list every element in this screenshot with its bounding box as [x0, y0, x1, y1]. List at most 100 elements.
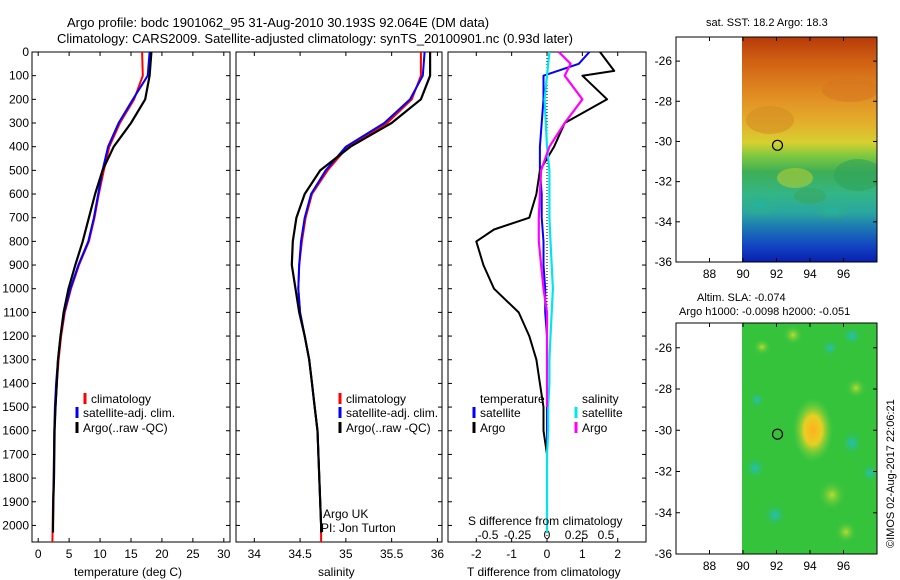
x-tick-label: 0: [35, 547, 42, 561]
depth-tick-label: 700: [9, 211, 29, 225]
depth-tick-label: 1800: [2, 471, 29, 485]
x-tick-label: 30: [217, 547, 231, 561]
depth-tick-label: 500: [9, 163, 29, 177]
depth-tick-label: 100: [9, 69, 29, 83]
x-tick-label: 25: [186, 547, 200, 561]
argo-position-marker: [771, 139, 784, 151]
x-tick-label: -2: [471, 547, 482, 561]
lat-tick-label: -30: [655, 134, 673, 148]
sst-field: [742, 37, 877, 262]
x-tick-label: 0: [544, 547, 551, 561]
lon-tick-label: 90: [736, 559, 750, 573]
legend-salinity-heading: salinity: [582, 392, 619, 406]
lon-tick-label: 92: [770, 559, 784, 573]
depth-tick-label: 200: [9, 92, 29, 106]
lat-tick-label: -28: [655, 382, 673, 396]
salinity-axes-frame: [235, 51, 443, 543]
x-tick-label: 34.5: [288, 547, 312, 561]
depth-tick-label: 1200: [2, 329, 29, 343]
lon-tick-label: 94: [803, 559, 817, 573]
depth-tick-label: 2000: [2, 518, 29, 532]
depth-tick-label: 800: [9, 234, 29, 248]
lon-tick-label: 90: [736, 267, 750, 281]
sla-map-ticks: -26 -28 -30 -32 -34 -36 88 90 92 94 96: [655, 323, 877, 573]
lat-tick-label: -28: [655, 94, 673, 108]
lat-tick-label: -32: [655, 175, 673, 189]
salinity-legend: climatology satellite-adj. clim. Argo(..…: [338, 392, 438, 435]
series-argo-raw-qc: [290, 52, 432, 533]
lon-tick-label: 94: [803, 267, 817, 281]
s-tick-label: 0.25: [565, 528, 589, 542]
series-climatology: [297, 52, 422, 542]
s-difference-axis: -0.5 -0.25 0 0.25 0.5: [478, 528, 615, 542]
lon-tick-label: 88: [703, 559, 717, 573]
s-tick-label: -0.25: [504, 528, 532, 542]
temperature-panel: 0100200300400500600700800900100011001200…: [2, 45, 231, 579]
t-difference-axis-label: T difference from climatology: [467, 565, 621, 579]
legend-s-satellite-label: satellite: [582, 406, 623, 420]
salinity-depth-ticks: [236, 51, 442, 526]
depth-tick-label: 0: [22, 45, 29, 59]
s-difference-axis-label: S difference from climatology: [468, 514, 623, 528]
difference-legend: temperature salinity satellite Argo sate…: [472, 392, 623, 435]
imos-timestamp: ©IMOS 02-Aug-2017 22:06:21: [885, 399, 897, 548]
depth-tick-label: 1600: [2, 424, 29, 438]
s-tick-label: -0.5: [478, 528, 499, 542]
difference-depth-ticks: [448, 51, 646, 526]
lat-tick-label: -34: [655, 215, 673, 229]
depth-tick-label: 1500: [2, 400, 29, 414]
difference-panel: -2 -1 0 1 2 -0.5 -0.25 0 0.25 0.5 S difference f…: [447, 51, 647, 579]
x-tick-label: 35.5: [380, 547, 404, 561]
depth-tick-label: 400: [9, 140, 29, 154]
pi-label: PI: Jon Turton: [321, 521, 396, 535]
lat-tick-label: -34: [655, 506, 673, 520]
lat-tick-label: -36: [655, 547, 673, 561]
depth-tick-label: 300: [9, 116, 29, 130]
series-salinity-Argo: [537, 51, 584, 408]
depth-tick-label: 1300: [2, 353, 29, 367]
x-tick-label: 10: [93, 547, 107, 561]
salinity-lines: [290, 51, 432, 542]
legend-satellite-label: satellite-adj. clim.: [346, 406, 438, 420]
lat-tick-label: -36: [655, 255, 673, 269]
depth-tick-label: 1400: [2, 376, 29, 390]
argo-position-marker: [771, 428, 784, 440]
depth-tick-label: 1000: [2, 282, 29, 296]
temperature-axis-label: temperature (deg C): [74, 565, 182, 579]
sst-map-title: sat. SST: 18.2 Argo: 18.3: [706, 17, 828, 29]
depth-tick-label: 1900: [2, 495, 29, 509]
depth-tick-label: 900: [9, 258, 29, 272]
s-tick-label: 0.5: [598, 528, 615, 542]
sst-map-ticks: -26 -28 -30 -32 -34 -36 88 90 92 94 96: [655, 37, 877, 281]
sla-field: [742, 323, 877, 554]
sla-map-title: Altim. SLA: -0.074: [697, 292, 786, 304]
t-difference-axis: -2 -1 0 1 2: [471, 52, 621, 561]
legend-argo-label: Argo(..raw -QC): [83, 421, 168, 435]
temperature-legend: climatology satellite-adj. clim. Argo(..…: [75, 392, 175, 435]
header-line-2: Climatology: CARS2009. Satellite-adjuste…: [57, 31, 573, 46]
x-tick-label: 2: [614, 547, 621, 561]
lon-tick-label: 92: [770, 267, 784, 281]
x-tick-label: -1: [506, 547, 517, 561]
x-tick-label: 20: [155, 547, 169, 561]
series-argo-raw-qc: [51, 51, 153, 533]
x-tick-label: 34: [248, 547, 262, 561]
legend-t-argo-label: Argo: [480, 421, 506, 435]
depth-tick-label: 600: [9, 187, 29, 201]
lat-tick-label: -30: [655, 423, 673, 437]
x-tick-label: 5: [66, 547, 73, 561]
salinity-axis-label: salinity: [318, 565, 355, 579]
x-tick-label: 35: [339, 547, 353, 561]
lat-tick-label: -26: [655, 54, 673, 68]
depth-axis: 0 100 200 300 400 500 600 700 800 900 1000 1100 1200…: [2, 45, 230, 532]
legend-climatology-label: climatology: [91, 392, 151, 406]
legend-climatology-label: climatology: [346, 392, 406, 406]
lon-tick-label: 88: [703, 267, 717, 281]
difference-lines: [475, 51, 616, 533]
x-tick-label: 15: [124, 547, 138, 561]
temperature-axes-frame: [31, 51, 231, 543]
series-temperature-satellite: [538, 51, 591, 533]
depth-tick-label: 1700: [2, 447, 29, 461]
legend-s-argo-label: Argo: [582, 421, 608, 435]
